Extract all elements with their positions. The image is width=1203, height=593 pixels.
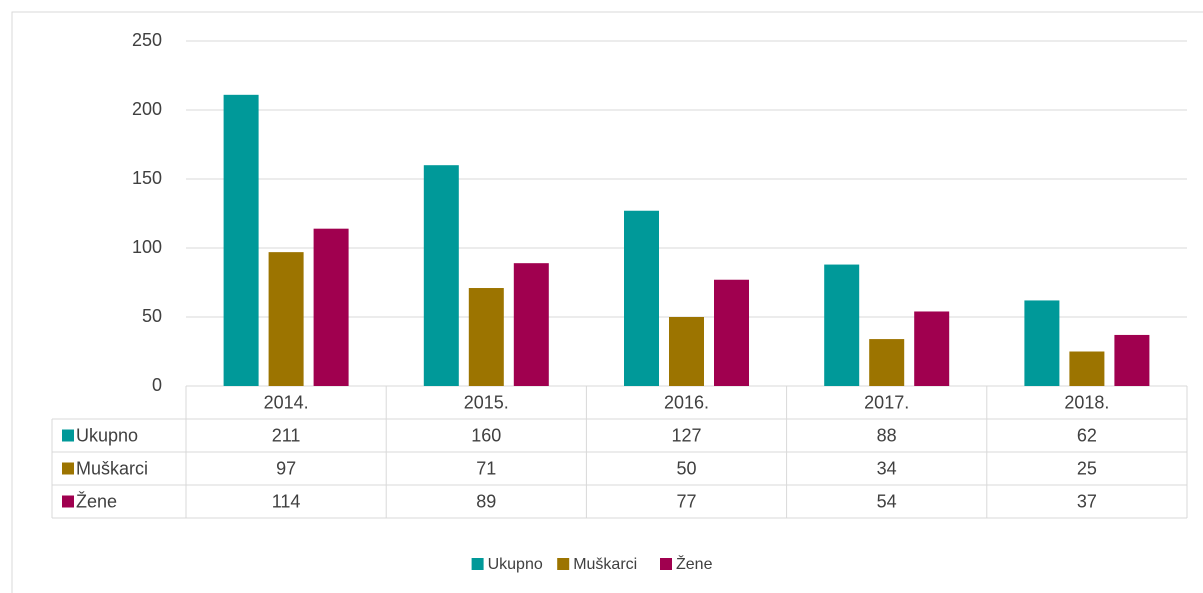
table-cell: 114: [272, 491, 301, 511]
bar: [1114, 334, 1150, 386]
legend-key: [660, 558, 672, 570]
bar: [313, 228, 349, 386]
bar: [223, 94, 259, 386]
legend-label: Ukupno: [488, 556, 543, 573]
legend-key: [471, 558, 484, 570]
table-legend-key: [62, 429, 74, 442]
table-row-label: Ukupno: [76, 425, 138, 445]
table-cell: 25: [1077, 458, 1097, 478]
chart-frame: [11, 11, 1203, 593]
table-cell: 88: [877, 425, 897, 445]
y-tick-label: 200: [132, 99, 162, 119]
table-legend-key: [62, 495, 74, 508]
y-tick-label: 0: [152, 375, 162, 395]
bar: [513, 263, 549, 386]
table-cell: 127: [671, 425, 701, 445]
x-tick-label: 2017.: [864, 392, 909, 412]
table-cell: 54: [877, 491, 897, 511]
bar: [824, 264, 860, 386]
table-cell: 77: [676, 491, 696, 511]
table-cell: 71: [476, 458, 496, 478]
table-cell: 160: [471, 425, 501, 445]
table-cell: 89: [476, 491, 496, 511]
legend-label: Žene: [676, 554, 713, 573]
bar: [1024, 300, 1060, 386]
table-cell: 50: [676, 458, 696, 478]
x-tick-label: 2014.: [264, 392, 309, 412]
table-legend-key: [62, 462, 74, 475]
x-tick-label: 2018.: [1064, 392, 1109, 412]
bar: [468, 288, 504, 386]
table-cell: 211: [272, 425, 301, 445]
table-cell: 62: [1077, 425, 1097, 445]
y-tick-label: 250: [132, 30, 162, 50]
x-tick-label: 2015.: [464, 392, 509, 412]
bar: [624, 210, 659, 386]
legend-key: [557, 558, 570, 570]
y-tick-label: 100: [132, 237, 162, 257]
bar: [669, 317, 704, 386]
bar: [914, 311, 950, 386]
bar: [1069, 351, 1105, 386]
table-cell: 37: [1077, 491, 1097, 511]
table-row-label: Žene: [76, 491, 117, 511]
table-row-label: Muškarci: [76, 458, 148, 478]
table-cell: 34: [877, 458, 897, 478]
table-cell: 97: [276, 458, 296, 478]
bar: [423, 165, 459, 386]
x-tick-label: 2016.: [664, 392, 709, 412]
y-tick-label: 150: [132, 168, 162, 188]
y-tick-label: 50: [142, 306, 162, 326]
bar: [714, 279, 749, 386]
bar: [869, 339, 905, 386]
bar: [268, 252, 304, 386]
legend-label: Muškarci: [573, 556, 637, 573]
